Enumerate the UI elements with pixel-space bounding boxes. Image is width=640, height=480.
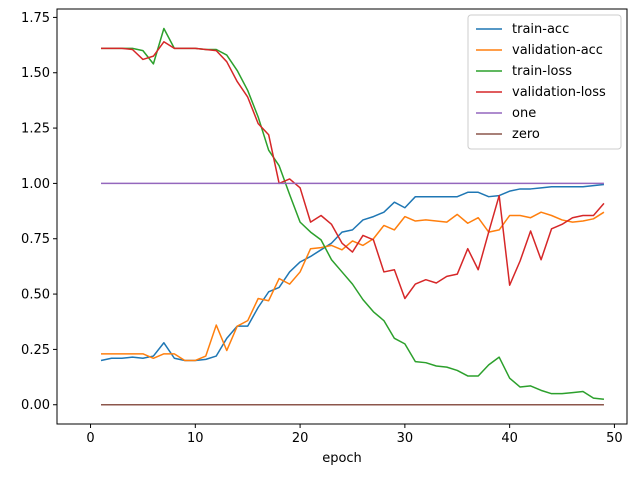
y-tick-label: 1.50 [21, 66, 50, 81]
y-axis-ticks: 0.00 0.25 0.50 0.75 1.00 1.25 1.50 1.75 [21, 11, 57, 413]
y-tick-label: 0.00 [21, 398, 50, 413]
x-tick-label: 10 [187, 431, 204, 446]
legend-label-zero: zero [512, 127, 540, 142]
x-tick-label: 50 [606, 431, 623, 446]
y-tick-label: 1.25 [21, 122, 50, 137]
plot-frame [56, 8, 628, 425]
x-tick-label: 30 [397, 431, 414, 446]
series-line-validation-loss [101, 41, 605, 300]
y-tick-label: 0.25 [21, 343, 50, 358]
legend-label-train-acc: train-acc [512, 22, 569, 37]
y-tick-label: 0.75 [21, 232, 50, 247]
legend-box [467, 14, 622, 150]
series-line-validation-acc [101, 211, 605, 362]
x-tick-label: 20 [292, 431, 309, 446]
legend-label-validation-loss: validation-loss [512, 85, 606, 100]
legend-label-validation-acc: validation-acc [512, 43, 603, 58]
legend: train-acc validation-acc train-loss validat… [467, 14, 622, 150]
legend-label-train-loss: train-loss [512, 64, 572, 79]
x-axis-label: epoch [322, 451, 362, 466]
plot-lines [100, 27, 605, 406]
y-tick-label: 1.00 [21, 177, 50, 192]
y-tick-label: 1.75 [21, 11, 50, 26]
x-tick-label: 40 [501, 431, 518, 446]
x-axis-ticks: 0 10 20 30 40 50 [86, 424, 623, 446]
legend-label-one: one [512, 106, 536, 121]
y-tick-label: 0.50 [21, 288, 50, 303]
series-line-train-acc [100, 183, 605, 362]
x-tick-label: 0 [86, 431, 94, 446]
